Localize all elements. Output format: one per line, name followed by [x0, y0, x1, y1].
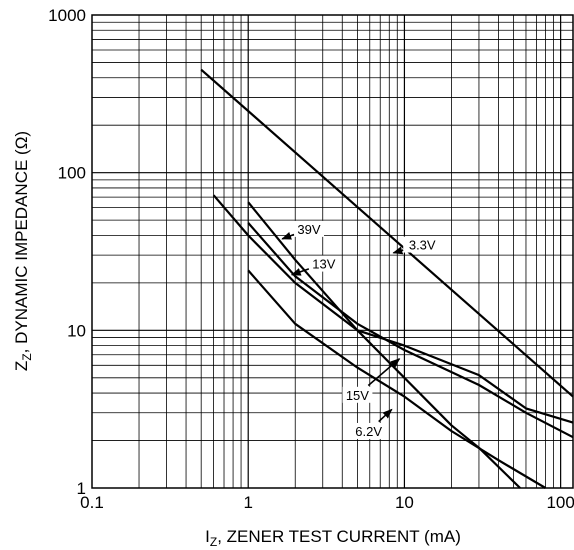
annotation-label-bg: [308, 255, 339, 272]
plot-frame: [91, 14, 574, 489]
annotation-39V: 39V: [281, 220, 325, 240]
annotation-label-bg: [294, 220, 325, 237]
x-tick-label: 0.1: [80, 493, 104, 512]
annotation-label-bg: [403, 236, 442, 253]
annotation-label-bg: [342, 386, 373, 403]
y-axis-label: ZZ, DYNAMIC IMPEDANCE (Ω): [12, 131, 34, 371]
x-tick-label: 1: [243, 493, 252, 512]
y-tick-label: 100: [58, 164, 86, 183]
annotation-label-bg: [349, 422, 388, 439]
annotation-arrow: [378, 408, 393, 423]
annotation-arrow: [290, 268, 310, 276]
series-line-15V: [212, 194, 574, 424]
annotation-arrow: [367, 358, 401, 387]
annotation-3.3V: 3.3V: [392, 236, 442, 255]
annotation-arrow: [281, 232, 295, 240]
annotation-label: 6.2V: [355, 424, 382, 439]
series-line-3.3V: [200, 68, 574, 398]
x-tick-label: 100: [546, 493, 574, 512]
y-tick-label: 1: [77, 479, 86, 498]
annotation-6.2V: 6.2V: [349, 408, 393, 439]
annotation-15V: 15V: [342, 358, 401, 403]
grid: [92, 15, 573, 488]
annotation-label: 3.3V: [409, 238, 436, 253]
x-axis-label: IZ, ZENER TEST CURRENT (mA): [205, 527, 461, 549]
annotation-label: 39V: [297, 222, 320, 237]
series-line-6.2V: [247, 269, 547, 489]
annotation-label: 15V: [346, 388, 369, 403]
x-tick-label: 10: [395, 493, 414, 512]
annotation-arrow: [392, 246, 404, 255]
series-line-13V: [247, 222, 574, 439]
annotation-13V: 13V: [290, 255, 339, 276]
series-annotations: 3.3V 39V 13V 15V 6.2V: [281, 220, 442, 439]
y-tick-label: 10: [67, 321, 86, 340]
annotation-label: 13V: [312, 257, 335, 272]
y-tick-label: 1000: [48, 6, 86, 25]
series-lines: [200, 68, 574, 489]
